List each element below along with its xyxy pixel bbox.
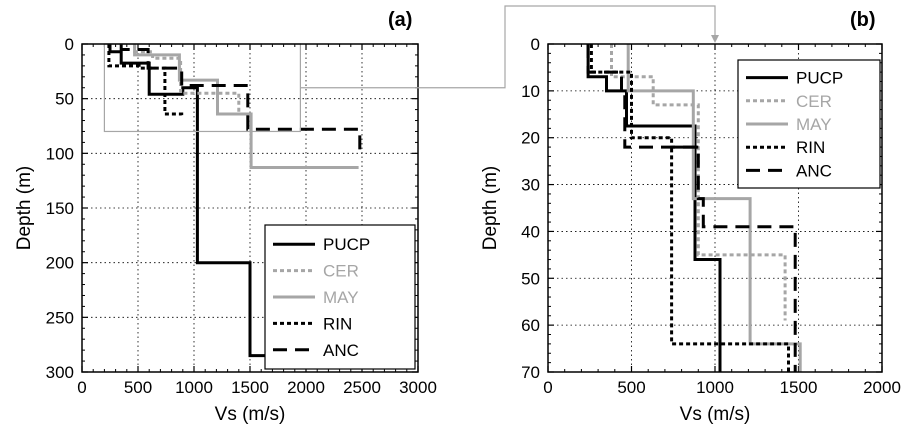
y-tick-label: 250 xyxy=(46,308,74,327)
x-tick-label: 3000 xyxy=(399,378,437,397)
y-tick-label: 150 xyxy=(46,199,74,218)
x-tick-label: 1500 xyxy=(231,378,269,397)
y-axis-label: Depth (m) xyxy=(14,166,35,250)
legend-label-cer: CER xyxy=(796,92,832,111)
series-line-may xyxy=(626,44,802,372)
y-tick-label: 20 xyxy=(521,129,540,148)
zoom-box xyxy=(103,43,302,133)
series-line-cer xyxy=(133,44,241,116)
x-tick-label: 0 xyxy=(543,378,552,397)
legend-label-anc: ANC xyxy=(796,161,832,180)
legend-label-pucp: PUCP xyxy=(323,235,370,254)
y-tick-label: 100 xyxy=(46,144,74,163)
y-tick-label: 70 xyxy=(521,363,540,382)
zoom-connector-arrow xyxy=(711,35,719,43)
y-tick-label: 10 xyxy=(521,82,540,101)
legend-label-cer: CER xyxy=(323,262,359,281)
x-tick-label: 2000 xyxy=(287,378,325,397)
y-tick-label: 0 xyxy=(531,35,540,54)
y-tick-label: 200 xyxy=(46,254,74,273)
x-axis-label: Vs (m/s) xyxy=(680,404,751,425)
x-tick-label: 1500 xyxy=(780,378,818,397)
legend-label-may: MAY xyxy=(796,115,832,134)
y-tick-label: 50 xyxy=(521,269,540,288)
panel-b: 0 500 1000 1500 2000 0 10 20 30 40 50 60 70 PUCP CER MA… xyxy=(480,9,901,425)
y-tick-label: 300 xyxy=(46,363,74,382)
legend: PUCP CER MAY RIN ANC xyxy=(264,224,416,370)
zoom-connector xyxy=(300,5,716,89)
panel-label: (b) xyxy=(850,9,876,31)
y-tick-label: 40 xyxy=(521,222,540,241)
legend-label-may: MAY xyxy=(323,288,359,307)
x-tick-label: 500 xyxy=(617,378,645,397)
plot-frame xyxy=(81,43,419,373)
panel-a: 0 500 1000 1500 2000 2500 3000 0 50 100 150 200 250 3… xyxy=(14,9,437,425)
legend: PUCP CER MAY RIN ANC xyxy=(737,59,881,189)
panel-label: (a) xyxy=(388,9,412,31)
y-tick-label: 60 xyxy=(521,316,540,335)
y-axis-label: Depth (m) xyxy=(480,166,501,250)
series-line-anc xyxy=(119,44,362,157)
series-line-pucp xyxy=(108,44,356,362)
legend-label-rin: RIN xyxy=(323,314,352,333)
series-line-may xyxy=(133,44,359,169)
series-line-pucp xyxy=(586,44,722,372)
y-tick-label: 30 xyxy=(521,176,540,195)
x-tick-label: 1000 xyxy=(696,378,734,397)
y-tick-label: 50 xyxy=(55,90,74,109)
legend-label-rin: RIN xyxy=(796,138,825,157)
plot-frame xyxy=(547,43,883,373)
legend-label-pucp: PUCP xyxy=(796,69,843,88)
x-tick-label: 0 xyxy=(77,378,86,397)
x-tick-label: 2500 xyxy=(343,378,381,397)
legend-label-anc: ANC xyxy=(323,341,359,360)
x-axis-label: Vs (m/s) xyxy=(215,404,286,425)
x-tick-label: 2000 xyxy=(863,378,901,397)
x-tick-label: 500 xyxy=(124,378,152,397)
x-tick-label: 1000 xyxy=(175,378,213,397)
y-tick-label: 0 xyxy=(65,35,74,54)
